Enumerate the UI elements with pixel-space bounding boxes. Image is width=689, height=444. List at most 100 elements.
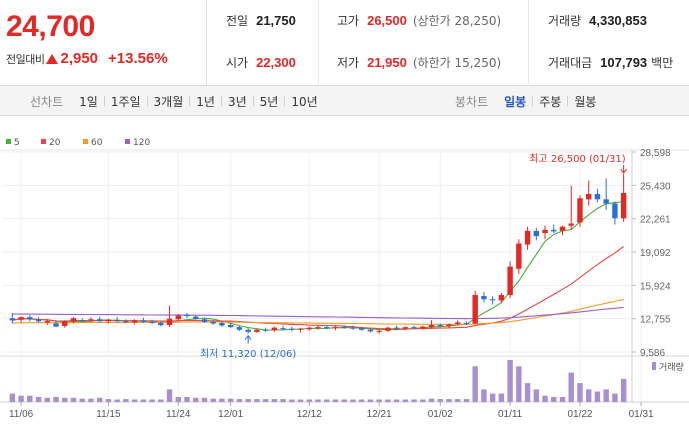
candle-body xyxy=(53,323,59,327)
volume-bar xyxy=(533,389,540,402)
candle-chart-periods: 봉차트 일봉 주봉 월봉 xyxy=(455,86,602,116)
volume-bar xyxy=(489,393,496,402)
x-tick-label: 12/12 xyxy=(297,409,322,420)
candle-tab-2[interactable]: 월봉 xyxy=(574,94,597,109)
volume-bar xyxy=(79,398,85,402)
current-price: 24,700 xyxy=(6,10,95,43)
volume-bar xyxy=(306,399,312,402)
candle-body xyxy=(463,322,470,324)
volume-bar xyxy=(612,393,618,402)
candle-body xyxy=(175,315,181,320)
line-tab-2[interactable]: 3개월 xyxy=(153,94,184,109)
volume-bar xyxy=(27,395,33,402)
change-percent: +13.56% xyxy=(108,50,168,67)
volume-bar xyxy=(455,399,461,402)
candle-body xyxy=(507,266,513,296)
volume-bar xyxy=(280,399,286,402)
stock-chart: 5 20 60 120 최고 26,500 (01/31) 최저 11,320 (12/… xyxy=(0,138,689,420)
volume-bar xyxy=(367,399,374,402)
low-stat: 저가 21,950 (하한가 15,250) xyxy=(337,54,501,71)
legend-label: 60 xyxy=(91,138,103,148)
volume-bar xyxy=(428,398,435,402)
volume-bar xyxy=(594,391,601,402)
toolbar-divider xyxy=(252,96,254,106)
volume-bar xyxy=(53,396,59,402)
candle-body xyxy=(114,319,120,322)
candle-body xyxy=(193,316,199,319)
candle-body xyxy=(533,230,540,237)
y-tick-label: 25,430 xyxy=(640,181,671,192)
legend-swatch xyxy=(6,139,11,144)
candle-body xyxy=(315,327,321,329)
candle-body xyxy=(542,229,548,233)
toolbar-divider xyxy=(532,96,534,106)
candle-body xyxy=(297,328,304,330)
x-tick-label: 11/15 xyxy=(96,409,121,420)
ma-60-line xyxy=(12,298,624,325)
volume-bar xyxy=(227,398,234,402)
legend-label: 120 xyxy=(133,138,150,148)
candle-tab-0[interactable]: 일봉 xyxy=(504,94,527,109)
volume-bar xyxy=(149,399,155,402)
candle-body xyxy=(455,322,461,324)
candle-body xyxy=(358,328,365,330)
candle-body xyxy=(18,317,24,320)
volume-bar xyxy=(507,360,513,402)
line-tab-1[interactable]: 1주일 xyxy=(110,94,141,109)
volume-bar xyxy=(498,393,505,402)
volume-bar xyxy=(324,399,330,402)
volume-bar xyxy=(437,399,443,402)
line-tab-5[interactable]: 5년 xyxy=(259,94,279,109)
candle-body xyxy=(420,326,426,329)
ma-120-line xyxy=(12,306,624,320)
volume-bar xyxy=(402,399,409,402)
candle-body xyxy=(524,230,531,245)
candle-body xyxy=(280,328,286,330)
volume-bar xyxy=(175,396,181,402)
volume-bar xyxy=(542,395,548,402)
volume-bar xyxy=(105,399,112,402)
amount-stat: 거래대금 107,793 백만 xyxy=(548,54,673,71)
volume-bar xyxy=(44,397,51,402)
toolbar-divider xyxy=(284,96,286,106)
volume-bar xyxy=(481,389,487,402)
legend-swatch xyxy=(125,139,130,144)
candle-body xyxy=(149,321,155,323)
volume-stat: 거래량 4,330,853 xyxy=(548,12,647,29)
volume-bar xyxy=(332,399,339,402)
upper-limit: (상한가 28,250) xyxy=(412,14,502,28)
line-tab-0[interactable]: 1일 xyxy=(79,94,98,109)
line-tab-6[interactable]: 10년 xyxy=(291,94,318,109)
volume-bar xyxy=(620,378,627,402)
volume-bar xyxy=(289,399,295,402)
candle-tab-1[interactable]: 주봉 xyxy=(539,94,562,109)
prev-close-label: 전일 xyxy=(226,14,249,28)
volume-bar xyxy=(551,396,557,402)
max-annotation: 최고 26,500 (01/31) xyxy=(529,153,625,165)
divider xyxy=(318,0,319,86)
prev-close-value: 21,750 xyxy=(256,13,296,28)
toolbar-divider xyxy=(220,96,222,106)
quote-header: 24,700 전일대비 2,950 +13.56% 전일 21,750 고가 2… xyxy=(0,0,689,86)
candle-body xyxy=(385,327,391,331)
volume-bar xyxy=(603,389,609,402)
volume-bar xyxy=(219,398,225,402)
candle-body xyxy=(585,194,592,200)
legend-swatch xyxy=(41,139,46,144)
moving-average-lines xyxy=(12,201,624,331)
candle-body xyxy=(79,320,85,322)
volume-bar xyxy=(166,389,173,402)
line-tab-4[interactable]: 3년 xyxy=(227,94,247,109)
candle-body xyxy=(481,296,487,300)
candle-body xyxy=(341,327,347,329)
ma-5-line xyxy=(12,201,624,331)
candle-body xyxy=(446,324,452,327)
y-tick-label: 19,092 xyxy=(640,248,671,259)
chart-grid xyxy=(0,149,689,403)
candle-body xyxy=(306,327,312,330)
candle-body xyxy=(184,315,190,317)
high-value: 26,500 xyxy=(367,13,407,28)
candle-body xyxy=(498,295,505,301)
line-tab-3[interactable]: 1년 xyxy=(196,94,215,109)
candle-body xyxy=(324,327,330,329)
